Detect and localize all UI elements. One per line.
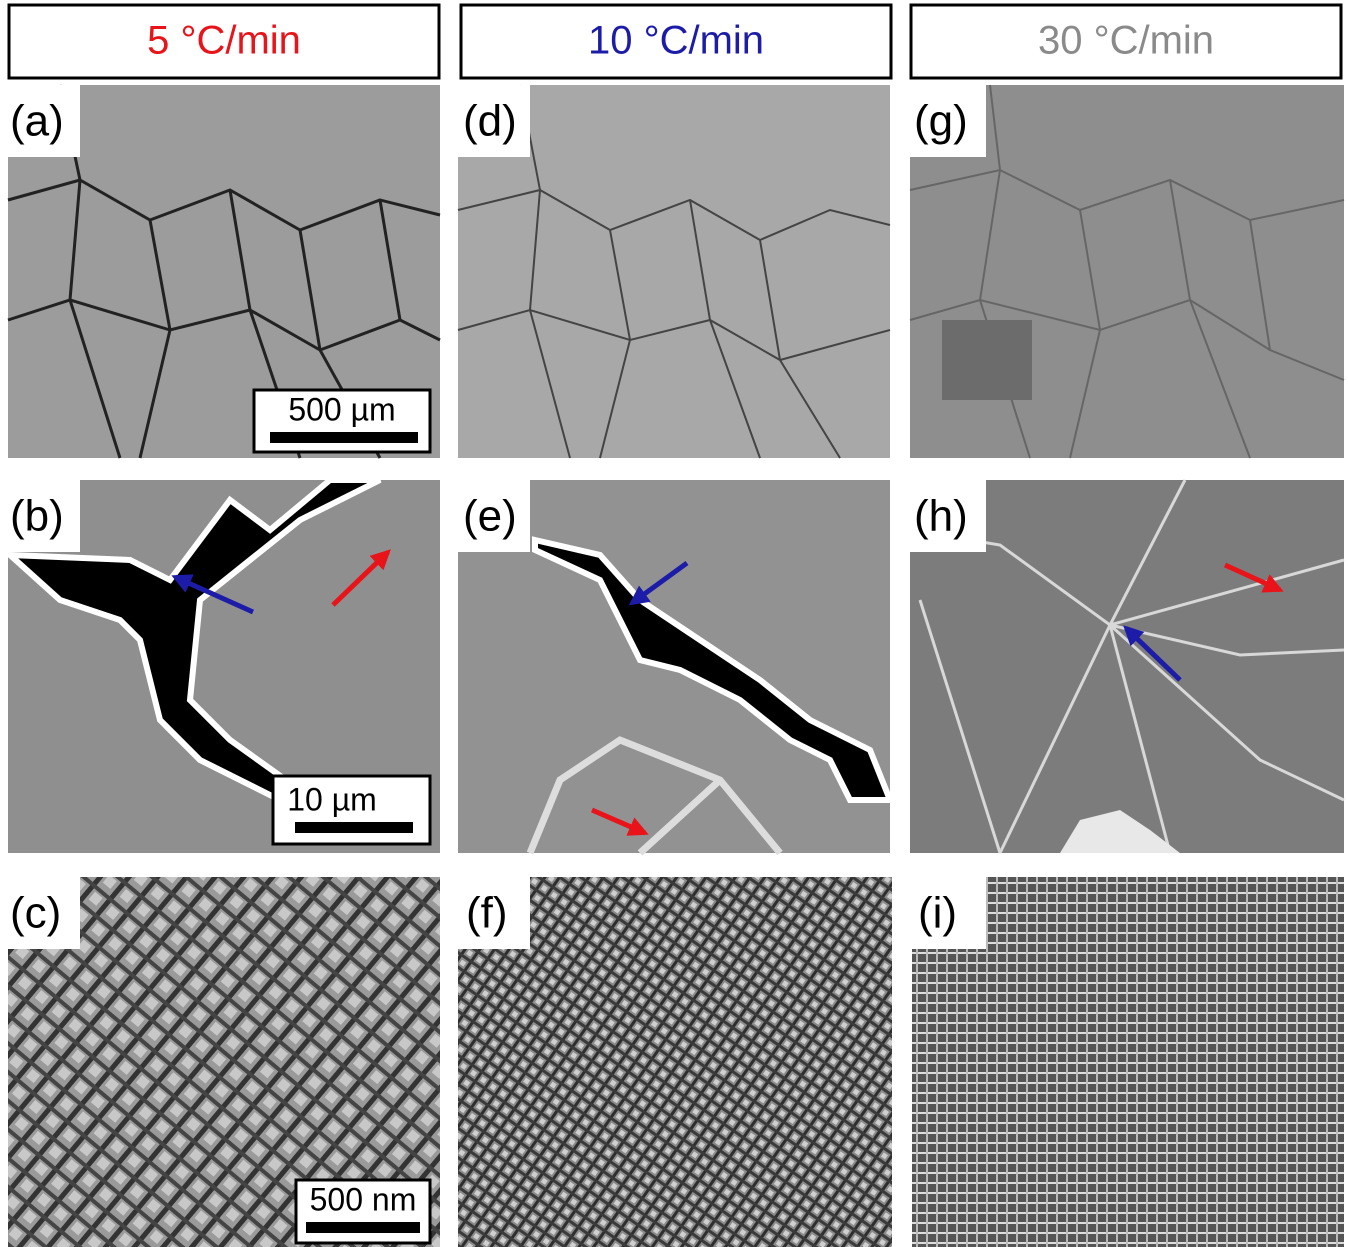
scale-label: 10 µm bbox=[287, 781, 377, 817]
scale-bar bbox=[295, 822, 413, 833]
dark-grain bbox=[942, 320, 1032, 400]
panel-label: (a) bbox=[10, 97, 64, 146]
scale-label: 500 nm bbox=[310, 1181, 417, 1217]
row-3 bbox=[8, 877, 1344, 1247]
header: 10 °C/min bbox=[588, 19, 764, 63]
panel-label: (d) bbox=[463, 97, 517, 146]
panel-label: (i) bbox=[918, 889, 957, 938]
header: 30 °C/min bbox=[1038, 19, 1214, 63]
panel-label: (g) bbox=[914, 97, 968, 146]
scale-bar bbox=[270, 432, 418, 443]
panel-label: (h) bbox=[914, 492, 968, 541]
panel-label: (e) bbox=[463, 492, 517, 541]
panel-label: (c) bbox=[10, 889, 61, 938]
scale-bar bbox=[306, 1222, 420, 1233]
headers: 5 °C/min 10 °C/min 30 °C/min bbox=[9, 5, 1341, 78]
figure: 5 °C/min 10 °C/min 30 °C/min bbox=[0, 0, 1348, 1247]
panel-label: (b) bbox=[10, 492, 64, 541]
row-1 bbox=[8, 85, 1344, 458]
scale-label: 500 µm bbox=[288, 391, 395, 427]
panel-label: (f) bbox=[466, 889, 508, 938]
row-2 bbox=[8, 480, 1344, 853]
header: 5 °C/min bbox=[147, 19, 301, 63]
